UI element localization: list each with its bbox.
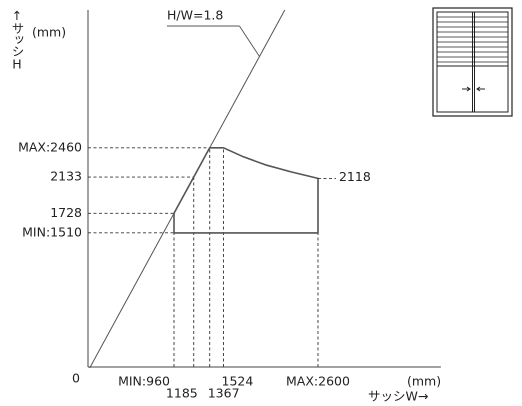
y-unit: (mm) — [32, 25, 66, 40]
y-tick-label: 1728 — [50, 205, 82, 220]
x-tick-label: 1367 — [208, 386, 240, 401]
y-tick-label: 2133 — [50, 169, 82, 184]
y-axis-label: ↑サッシH — [10, 8, 25, 71]
value-label: 2118 — [339, 169, 371, 184]
y-tick-label: 0 — [72, 371, 80, 386]
ratio-leader — [239, 25, 260, 57]
plot: H/W=1.80MIN:151017282133MAX:2460MIN:9601… — [18, 8, 441, 401]
x-unit: (mm) — [407, 374, 441, 389]
x-tick-label: MIN:960 — [118, 374, 170, 389]
y-tick-label: MIN:1510 — [22, 224, 82, 239]
range-outline — [173, 147, 319, 234]
x-tick-label: 1524 — [222, 374, 254, 389]
window-icon — [432, 7, 513, 117]
y-tick-label: MAX:2460 — [18, 139, 82, 154]
x-tick-label: 1185 — [166, 386, 198, 401]
x-tick-label: MAX:2600 — [286, 374, 350, 389]
ratio-label: H/W=1.8 — [167, 8, 223, 23]
x-axis-label: サッシW→ — [368, 389, 428, 404]
